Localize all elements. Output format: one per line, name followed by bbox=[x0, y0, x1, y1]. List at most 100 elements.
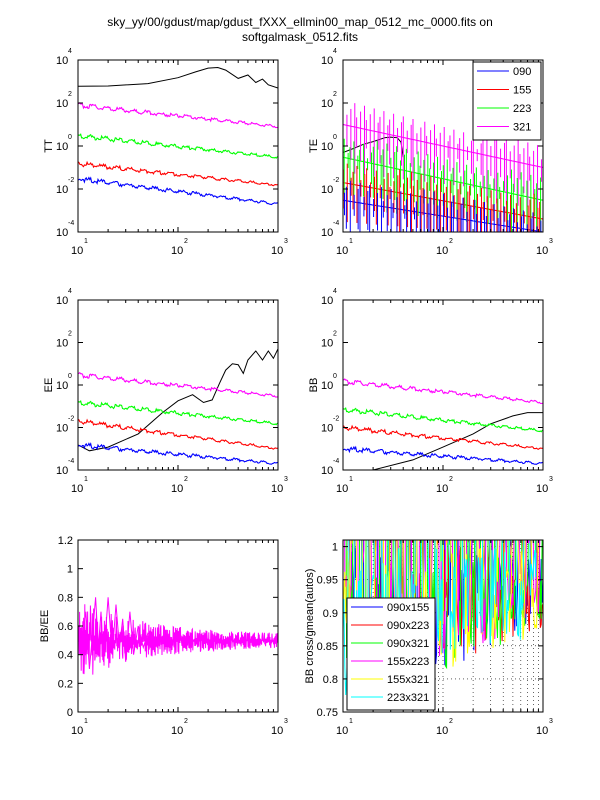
y-tick-label-exp: 2 bbox=[333, 331, 337, 338]
y-tick-label: 10 bbox=[321, 338, 333, 350]
x-tick-label: 10 bbox=[271, 245, 283, 257]
legend-entry: 155x223 bbox=[387, 656, 429, 668]
series-321 bbox=[343, 123, 543, 169]
x-tick-label-exp: 1 bbox=[84, 476, 88, 483]
y-tick-label-exp: -4 bbox=[333, 220, 339, 227]
y-tick-label-exp: 0 bbox=[333, 373, 337, 380]
y-tick-label: 0.8 bbox=[58, 592, 73, 604]
y-tick-label: 10 bbox=[56, 465, 68, 477]
series-group bbox=[78, 597, 278, 675]
legend-entry: 090x155 bbox=[387, 602, 429, 614]
legend-box bbox=[346, 597, 436, 711]
x-tick-label-exp: 1 bbox=[349, 476, 353, 483]
legend-entry: 090 bbox=[513, 66, 531, 78]
y-tick-label: 0.9 bbox=[323, 608, 338, 620]
x-tick-label: 10 bbox=[536, 725, 548, 737]
series-090 bbox=[343, 445, 543, 465]
y-tick-label: 1 bbox=[67, 564, 73, 576]
y-tick-label: 0.4 bbox=[58, 650, 73, 662]
y-tick-label: 1 bbox=[332, 542, 338, 554]
x-tick-label: 10 bbox=[436, 483, 448, 495]
te-noise bbox=[343, 103, 542, 232]
y-tick-label: 10 bbox=[321, 141, 333, 153]
x-tick-label: 10 bbox=[171, 245, 183, 257]
x-tick-label: 10 bbox=[436, 245, 448, 257]
series-155 bbox=[78, 160, 278, 187]
legend-entry: 223 bbox=[513, 103, 531, 115]
y-tick-label: 10 bbox=[56, 423, 68, 435]
x-tick-label-exp: 3 bbox=[284, 476, 288, 483]
y-tick-label: 10 bbox=[56, 338, 68, 350]
x-tick-label-exp: 2 bbox=[449, 238, 453, 245]
x-tick-label: 10 bbox=[71, 245, 83, 257]
y-tick-label-exp: -4 bbox=[333, 458, 339, 465]
x-tick-label: 10 bbox=[336, 725, 348, 737]
y-tick-label: 0.2 bbox=[58, 678, 73, 690]
series-model bbox=[372, 412, 543, 470]
legend-entry: 223x321 bbox=[387, 692, 429, 704]
x-tick-label: 10 bbox=[436, 725, 448, 737]
axes-box bbox=[77, 539, 279, 713]
x-tick-label-exp: 2 bbox=[184, 718, 188, 725]
y-tick-label-exp: 2 bbox=[68, 331, 72, 338]
series-155 bbox=[343, 424, 543, 450]
x-tick-label: 10 bbox=[336, 245, 348, 257]
y-tick-label: 0.95 bbox=[317, 575, 338, 587]
series-group bbox=[343, 378, 543, 470]
y-tick-label: 1.2 bbox=[58, 535, 73, 547]
y-axis-label: TT bbox=[43, 139, 55, 153]
y-tick-label-exp: 4 bbox=[68, 48, 72, 55]
figure-title-line1: sky_yy/00/gdust/map/gdust_fXXX_ellmin00_… bbox=[107, 15, 493, 29]
y-tick-label-exp: -4 bbox=[68, 458, 74, 465]
series-223 bbox=[343, 406, 543, 433]
y-axis-label: BB bbox=[308, 378, 320, 393]
x-tick-label-exp: 3 bbox=[549, 718, 553, 725]
x-tick-label-exp: 3 bbox=[549, 476, 553, 483]
y-tick-label: 10 bbox=[321, 465, 333, 477]
y-tick-label: 10 bbox=[321, 295, 333, 307]
y-tick-label: 0.75 bbox=[317, 707, 338, 719]
x-tick-label: 10 bbox=[336, 483, 348, 495]
legend-entry: 155 bbox=[513, 85, 531, 97]
y-tick-label: 10 bbox=[56, 380, 68, 392]
legend-entry: 155x321 bbox=[387, 674, 429, 686]
series-223 bbox=[78, 400, 278, 426]
series-155x321 bbox=[343, 540, 540, 699]
y-tick-label: 10 bbox=[56, 55, 68, 67]
x-tick-label: 10 bbox=[271, 725, 283, 737]
legend-entry: 321 bbox=[513, 122, 531, 134]
series-model bbox=[78, 348, 278, 452]
series-model bbox=[343, 136, 404, 158]
x-tick-label-exp: 2 bbox=[449, 476, 453, 483]
y-axis-label: BB cross/gmean(autos) bbox=[304, 569, 316, 684]
x-tick-label-exp: 1 bbox=[84, 238, 88, 245]
y-tick-label: 10 bbox=[321, 423, 333, 435]
y-tick-label: 10 bbox=[56, 227, 68, 239]
series-223 bbox=[78, 133, 278, 159]
series-model bbox=[78, 66, 278, 89]
y-tick-label-exp: -2 bbox=[333, 416, 339, 423]
y-tick-label-exp: 0 bbox=[68, 373, 72, 380]
legend: 090 155 223 321 bbox=[472, 61, 542, 141]
y-axis-label: EE bbox=[43, 378, 55, 393]
x-tick-label: 10 bbox=[536, 245, 548, 257]
x-tick-label-exp: 2 bbox=[184, 238, 188, 245]
y-tick-label-exp: 0 bbox=[333, 134, 337, 141]
x-tick-label-exp: 1 bbox=[84, 718, 88, 725]
y-tick-label: 0.85 bbox=[317, 641, 338, 653]
x-tick-label-exp: 1 bbox=[349, 718, 353, 725]
x-tick-label-exp: 3 bbox=[549, 238, 553, 245]
y-tick-label: 0.6 bbox=[58, 621, 73, 633]
x-tick-label: 10 bbox=[171, 725, 183, 737]
series-155 bbox=[78, 418, 278, 450]
series-ratio-noise bbox=[78, 604, 278, 675]
y-tick-label-exp: 4 bbox=[68, 288, 72, 295]
x-tick-label-exp: 3 bbox=[284, 238, 288, 245]
x-tick-label-exp: 1 bbox=[349, 238, 353, 245]
x-tick-label: 10 bbox=[71, 725, 83, 737]
